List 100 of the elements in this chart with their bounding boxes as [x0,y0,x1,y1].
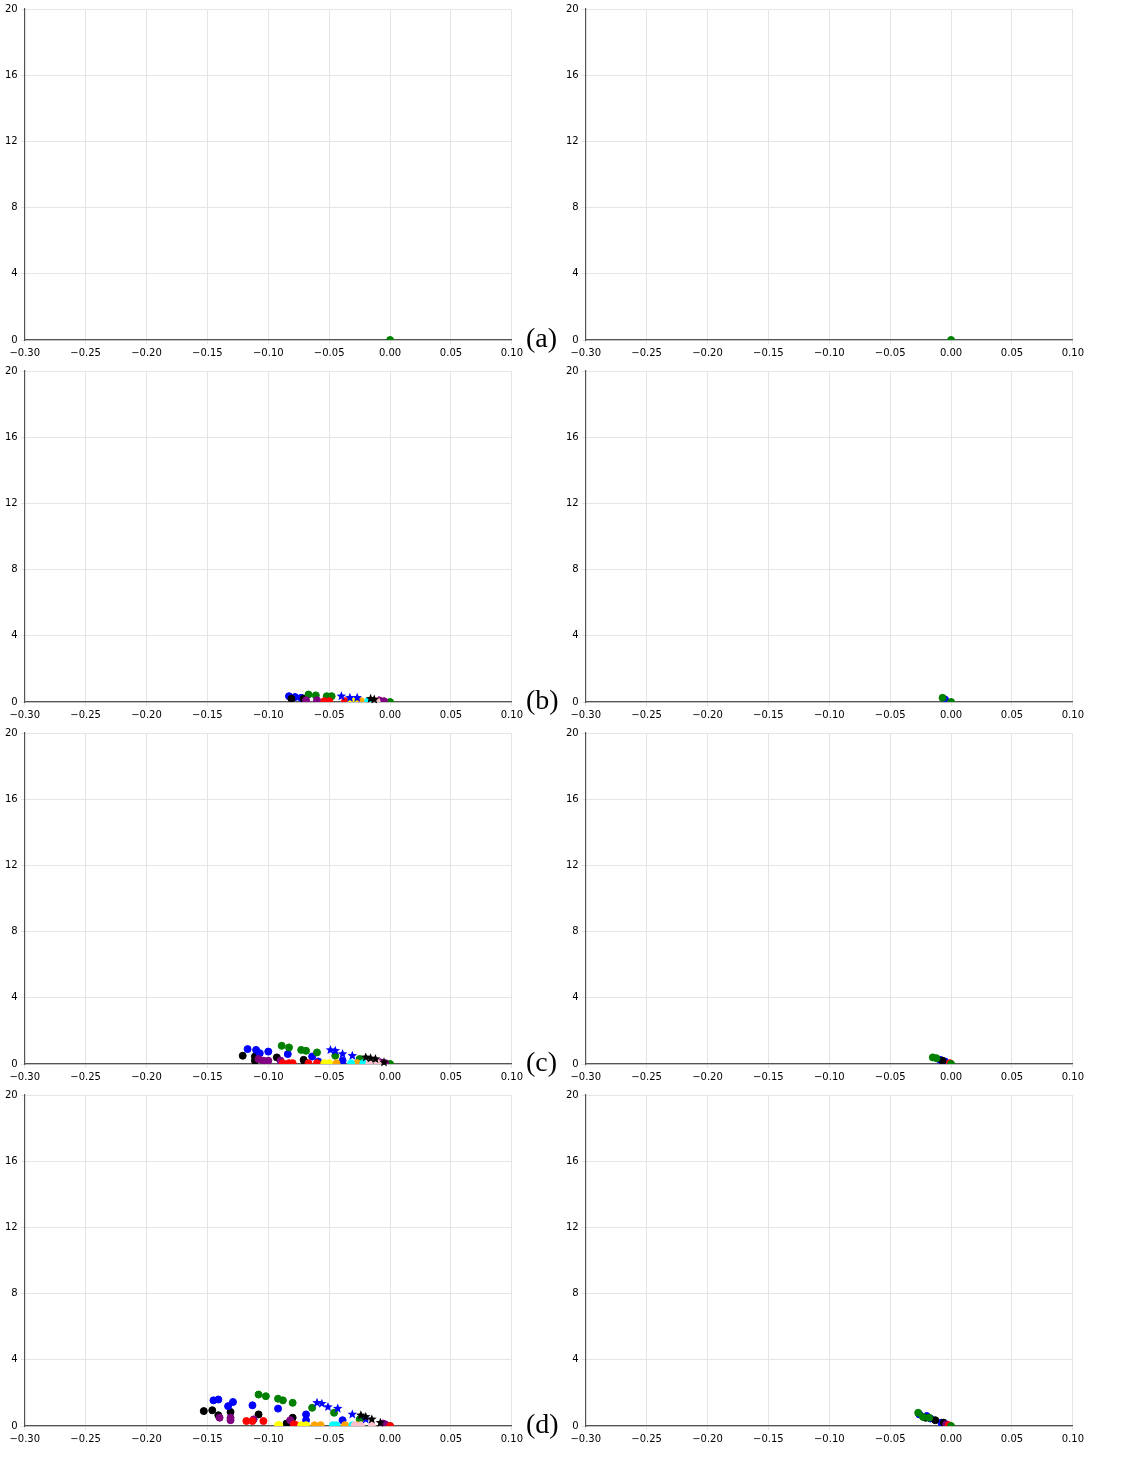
y-tick-label: 16 [4,430,18,442]
y-tick-label: 20 [4,2,18,14]
y-tick-label: 12 [4,1220,18,1232]
text: (d) [526,1408,559,1439]
x-tick-label: −0.05 [313,1432,345,1444]
x-tick-label: −0.10 [252,1070,284,1082]
x-tick-label: −0.15 [753,1070,784,1082]
x-tick-label: −0.25 [631,346,662,358]
x-tick-label: −0.30 [9,1432,41,1444]
x-tick-label: −0.30 [570,708,602,720]
y-tick-label: 12 [4,858,18,870]
y-tick-label: 16 [565,430,579,442]
x-tick-label: −0.25 [70,1432,101,1444]
y-tick-label: 16 [4,68,18,80]
x-tick-label: −0.25 [70,1070,101,1082]
x-tick-label: 0.00 [939,1070,963,1082]
x-tick-label: 0.10 [500,708,523,720]
x-tick-label: −0.30 [570,1070,602,1082]
x-tick-label: −0.25 [631,1432,662,1444]
y-tick-label: 8 [11,563,18,575]
x-tick-label: −0.10 [813,1432,845,1444]
x-tick-label: 0.05 [439,1432,463,1444]
x-tick-label: −0.20 [131,708,162,720]
x-tick-label: −0.25 [631,708,662,720]
x-tick-label: −0.25 [70,346,101,358]
y-tick-label: 20 [4,364,18,376]
x-tick-label: 0.05 [1000,708,1024,720]
x-tick-label: −0.10 [252,1432,284,1444]
x-tick-label: −0.20 [692,708,723,720]
y-tick-label: 16 [565,792,579,804]
x-tick-label: −0.05 [874,708,906,720]
y-tick-label: 20 [4,726,18,738]
x-tick-label: 0.10 [1061,346,1084,358]
x-tick-label: −0.05 [313,346,345,358]
y-tick-label: 0 [11,695,18,707]
y-tick-label: 20 [565,726,579,738]
y-tick-label: 12 [565,858,579,870]
x-tick-label: 0.10 [1061,1432,1084,1444]
y-tick-label: 16 [4,792,18,804]
x-tick-label: 0.00 [378,1432,402,1444]
y-tick-label: 8 [11,925,18,937]
y-tick-label: 4 [572,991,579,1003]
x-tick-label: −0.15 [192,1432,223,1444]
x-tick-label: −0.05 [313,708,345,720]
x-tick-label: −0.10 [252,708,284,720]
y-tick-label: 20 [565,1088,579,1100]
y-tick-label: 8 [11,201,18,213]
x-tick-label: −0.30 [9,708,41,720]
x-tick-label: 0.00 [939,708,963,720]
x-tick-label: 0.00 [378,708,402,720]
x-tick-label: 0.05 [439,1070,463,1082]
y-tick-label: 4 [11,267,18,279]
y-tick-label: 12 [565,1220,579,1232]
x-tick-label: 0.00 [378,1070,402,1082]
y-tick-label: 0 [572,695,579,707]
x-tick-label: 0.00 [939,346,963,358]
y-tick-label: 0 [11,1057,18,1069]
x-tick-label: −0.30 [570,346,602,358]
text: (b) [526,684,559,715]
y-tick-label: 20 [4,1088,18,1100]
text: (c) [526,1046,558,1077]
x-tick-label: −0.15 [753,708,784,720]
x-tick-label: −0.15 [753,346,784,358]
y-tick-label: 12 [4,496,18,508]
y-tick-label: 4 [11,629,18,641]
x-tick-label: 0.05 [1000,346,1024,358]
y-tick-label: 4 [11,991,18,1003]
x-tick-label: −0.20 [692,346,723,358]
x-tick-label: −0.10 [813,708,845,720]
y-tick-label: 0 [572,1419,579,1431]
x-tick-label: −0.05 [874,1070,906,1082]
x-tick-label: −0.30 [9,346,41,358]
x-tick-label: −0.20 [692,1070,723,1082]
x-tick-label: −0.10 [813,346,845,358]
x-tick-label: 0.05 [1000,1070,1024,1082]
x-tick-label: −0.30 [9,1070,41,1082]
x-tick-label: 0.05 [1000,1432,1024,1444]
y-tick-label: 12 [565,134,579,146]
x-tick-label: 0.00 [939,1432,963,1444]
x-tick-label: −0.15 [192,1070,223,1082]
x-tick-label: −0.15 [753,1432,784,1444]
x-tick-label: 0.05 [439,708,463,720]
x-tick-label: −0.10 [252,346,284,358]
y-tick-label: 8 [572,925,579,937]
x-tick-label: −0.30 [570,1432,602,1444]
y-tick-label: 4 [572,629,579,641]
y-tick-label: 8 [11,1287,18,1299]
y-tick-label: 0 [11,1419,18,1431]
y-tick-label: 4 [572,1353,579,1365]
y-tick-label: 16 [565,68,579,80]
y-tick-label: 0 [572,1057,579,1069]
y-tick-label: 16 [4,1154,18,1166]
x-tick-label: −0.20 [692,1432,723,1444]
y-tick-label: 8 [572,201,579,213]
x-tick-label: −0.05 [874,1432,906,1444]
x-tick-label: −0.20 [131,346,162,358]
y-tick-label: 16 [565,1154,579,1166]
y-tick-label: 0 [572,333,579,345]
y-tick-label: 8 [572,563,579,575]
x-tick-label: −0.25 [631,1070,662,1082]
